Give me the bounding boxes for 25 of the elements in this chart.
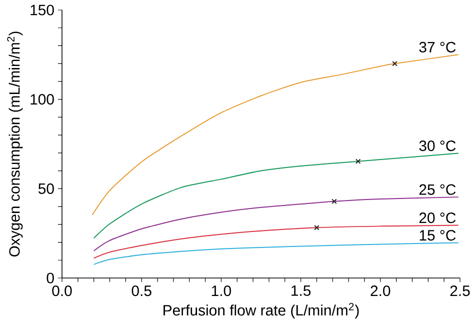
y-tick-label: 150 — [30, 4, 54, 16]
point — [332, 198, 337, 204]
line-series — [93, 196, 459, 252]
x-tick-label: 1.5 — [292, 286, 311, 296]
point — [314, 225, 320, 230]
x-tick-label: 0.0 — [52, 286, 72, 296]
x-tick-label: 0.5 — [132, 286, 152, 296]
series-label: 37 °C — [419, 42, 456, 52]
y-axis-title: Oxygen consumption (mL/min/m$^{2}$) — [7, 32, 23, 256]
point — [356, 158, 361, 164]
series-label: 15 °C — [420, 230, 456, 241]
series-label: 30 °C — [419, 140, 456, 152]
line-series — [93, 152, 459, 239]
series-label: 20 °C — [419, 212, 456, 224]
line-series — [93, 224, 459, 259]
y-tick-label: 100 — [30, 94, 54, 105]
x-tick-label: 1.0 — [212, 286, 231, 296]
y-tick-label: 50 — [38, 183, 54, 194]
x-axis-title: Perfusion flow rate (L/min/m$^{2}$) — [164, 302, 359, 319]
x-tick-label: 2.0 — [370, 286, 390, 296]
point — [392, 60, 398, 66]
y-tick-label: 0 — [46, 272, 54, 284]
line-series — [93, 242, 459, 265]
x-tick-label: 2.5 — [450, 286, 470, 296]
series-label: 25 °C — [419, 184, 456, 195]
